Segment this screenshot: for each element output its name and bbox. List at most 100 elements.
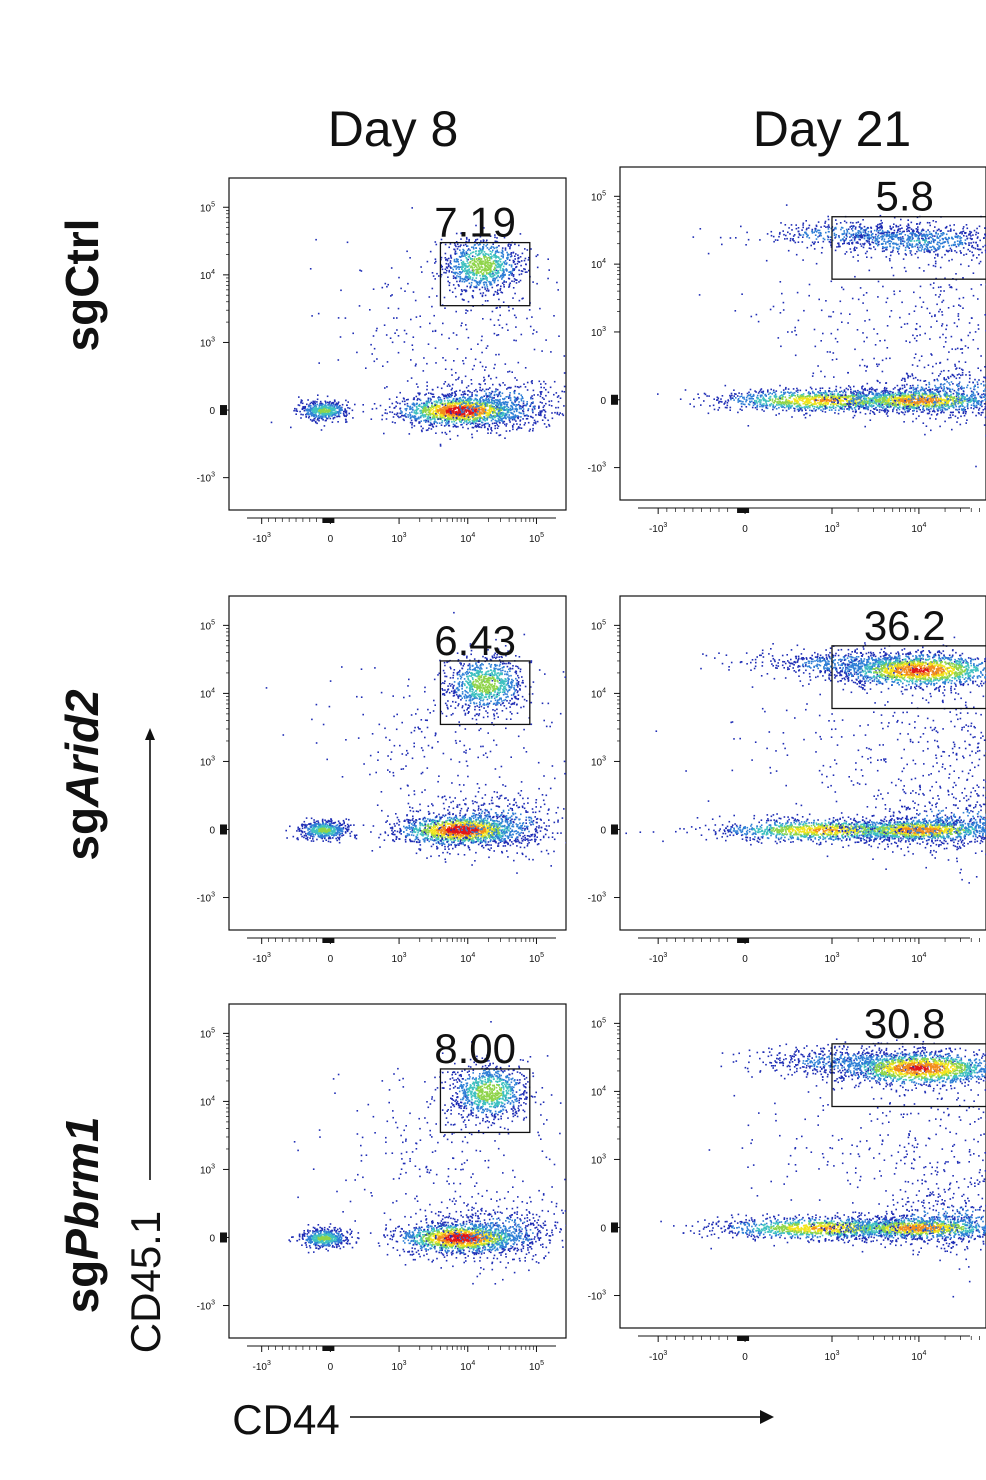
event-dot: [498, 298, 500, 301]
event-dot: [509, 246, 511, 248]
event-dot: [479, 401, 482, 403]
event-dot: [342, 412, 345, 415]
event-dot: [460, 289, 463, 291]
event-dot: [466, 407, 468, 409]
event-dot: [483, 378, 486, 381]
event-dot: [494, 250, 497, 253]
event-dot: [468, 397, 470, 400]
event-dot: [530, 381, 533, 383]
event-dot: [489, 394, 492, 396]
event-dot: [391, 411, 394, 414]
event-dot: [796, 395, 799, 398]
event-dot: [810, 398, 813, 400]
event-dot: [490, 426, 493, 429]
event-dot: [324, 404, 326, 406]
event-dot: [433, 405, 435, 408]
event-dot: [916, 410, 918, 413]
event-dot: [492, 274, 494, 277]
event-dot: [434, 404, 437, 406]
event-dot: [502, 398, 504, 400]
event-dot: [841, 404, 844, 406]
event-dot: [803, 406, 806, 408]
event-dot: [483, 251, 486, 253]
event-dot: [523, 383, 525, 385]
event-dot: [293, 409, 295, 412]
event-dot: [330, 402, 333, 405]
event-dot: [783, 393, 785, 395]
event-dot: [499, 306, 501, 309]
event-dot: [494, 401, 496, 404]
event-dot: [397, 335, 400, 337]
event-dot: [457, 284, 460, 286]
event-dot: [492, 243, 494, 245]
event-dot: [429, 424, 432, 427]
event-dot: [549, 386, 552, 389]
event-dot: [455, 372, 457, 374]
event-dot: [506, 405, 508, 408]
event-dot: [441, 421, 443, 424]
event-dot: [475, 424, 477, 427]
event-dot: [483, 380, 485, 382]
event-dot: [498, 434, 500, 437]
event-dot: [514, 404, 516, 406]
event-dot: [444, 415, 447, 417]
event-dot: [497, 404, 500, 407]
event-dot: [505, 423, 508, 425]
event-dot: [782, 389, 785, 391]
x-zero-tick-cluster: [322, 518, 335, 523]
event-dot: [840, 403, 843, 406]
event-dot: [338, 411, 341, 413]
event-dot: [474, 397, 477, 400]
event-dot: [885, 404, 888, 406]
event-dot: [427, 414, 430, 416]
event-dot: [781, 394, 783, 396]
event-dot: [481, 261, 483, 263]
event-dot: [886, 397, 888, 399]
event-dot: [512, 423, 515, 426]
event-dot: [864, 400, 867, 403]
event-dot: [474, 256, 476, 258]
event-dot: [486, 396, 488, 398]
event-dot: [447, 417, 450, 419]
event-dot: [855, 403, 858, 405]
event-dot: [489, 318, 492, 321]
event-dot: [466, 405, 468, 407]
event-dot: [488, 395, 491, 398]
event-dot: [449, 394, 452, 396]
event-dot: [510, 243, 512, 246]
event-dot: [471, 408, 473, 411]
event-dot: [832, 407, 835, 409]
event-dot: [819, 392, 821, 394]
event-dot: [489, 250, 492, 253]
event-dot: [310, 411, 313, 414]
event-dot: [852, 416, 855, 419]
event-dot: [532, 416, 534, 419]
event-dot: [310, 413, 312, 415]
event-dot: [428, 427, 430, 430]
event-dot: [512, 287, 515, 289]
event-dot: [872, 393, 875, 396]
event-dot: [435, 243, 438, 246]
event-dot: [503, 414, 505, 417]
event-dot: [456, 406, 459, 409]
event-dot: [410, 359, 412, 361]
event-dot: [448, 284, 451, 287]
event-dot: [496, 415, 498, 417]
event-dot: [313, 401, 315, 404]
event-dot: [825, 397, 828, 400]
event-dot: [334, 400, 336, 402]
event-dot: [385, 418, 388, 420]
event-dot: [821, 410, 824, 413]
event-dot: [492, 418, 494, 421]
event-dot: [703, 400, 705, 402]
event-dot: [296, 410, 299, 412]
event-dot: [820, 392, 823, 394]
event-dot: [435, 432, 437, 434]
event-dot: [573, 256, 575, 258]
event-dot: [871, 393, 874, 395]
event-dot: [521, 396, 523, 398]
event-dot: [404, 400, 406, 403]
event-dot: [475, 273, 478, 276]
event-dot: [551, 417, 554, 420]
event-dot: [838, 409, 840, 412]
